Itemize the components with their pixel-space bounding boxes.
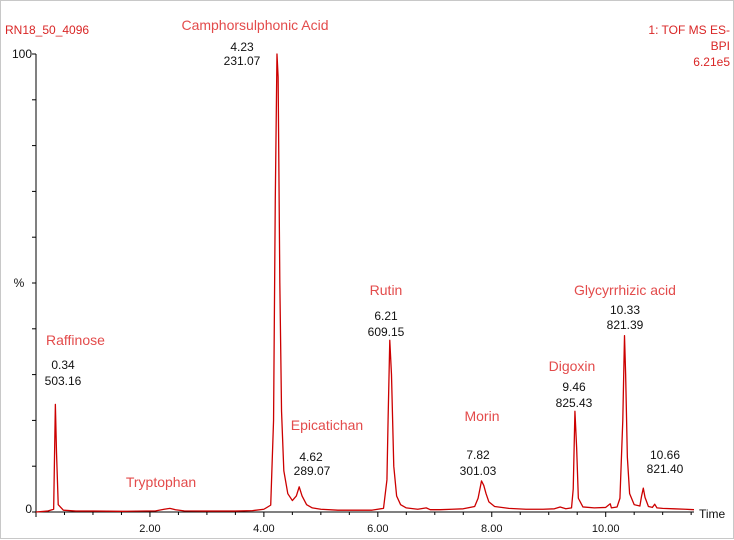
compound-label-raffinose: Raffinose (46, 332, 105, 348)
compound-label-rutin: Rutin (370, 282, 403, 298)
compound-label-camphorsulphonic-acid: Camphorsulphonic Acid (181, 17, 328, 33)
mz-label-morin: 301.03 (460, 464, 497, 478)
rt-label-second-glycyrrhizic: 10.66 (650, 448, 680, 462)
bpi-trace-line (35, 53, 695, 513)
compound-label-epicatichan: Epicatichan (291, 417, 363, 433)
y-min-label: 0 (25, 502, 32, 516)
intensity-label: 6.21e5 (693, 55, 730, 69)
rt-label-glycyrrhizic-acid: 10.33 (610, 303, 640, 317)
compound-label-glycyrrhizic-acid: Glycyrrhizic acid (574, 282, 676, 298)
compound-label-digoxin: Digoxin (549, 358, 596, 374)
mz-label-epicatichan: 289.07 (294, 464, 331, 478)
x-tick-label: 2.00 (139, 523, 160, 535)
y-max-label: 100 (12, 47, 32, 61)
rt-label-rutin: 6.21 (374, 309, 398, 323)
compound-label-tryptophan: Tryptophan (126, 474, 196, 490)
x-ticks-group (35, 512, 692, 517)
x-tick-label: 8.00 (481, 523, 502, 535)
mz-label-second-glycyrrhizic: 821.40 (647, 462, 684, 476)
rt-label-raffinose: 0.34 (51, 358, 75, 372)
x-axis-label: Time (699, 507, 726, 521)
x-tick-labels-group: 2.00 4.00 6.00 8.00 10.00 (139, 523, 619, 535)
ms-mode-label: 1: TOF MS ES- (648, 23, 730, 37)
mz-label-raffinose: 503.16 (45, 374, 82, 388)
x-tick-label: 4.00 (253, 523, 274, 535)
rt-label-camphorsulphonic-acid: 4.23 (230, 40, 254, 54)
rt-label-morin: 7.82 (466, 448, 490, 462)
run-id-label: RN18_50_4096 (5, 23, 89, 37)
compound-label-morin: Morin (464, 408, 499, 424)
y-ticks-group (32, 53, 36, 513)
mz-label-rutin: 609.15 (368, 325, 405, 339)
mz-label-glycyrrhizic-acid: 821.39 (607, 318, 644, 332)
mz-label-camphorsulphonic-acid: 231.07 (224, 54, 261, 68)
mz-label-digoxin: 825.43 (556, 396, 593, 410)
y-axis-label: % (14, 276, 25, 290)
rt-label-digoxin: 9.46 (562, 380, 586, 394)
trace-type-label: BPI (711, 39, 730, 53)
x-tick-label: 6.00 (367, 523, 388, 535)
x-tick-label: 10.00 (592, 523, 620, 535)
rt-label-epicatichan: 4.62 (299, 450, 323, 464)
